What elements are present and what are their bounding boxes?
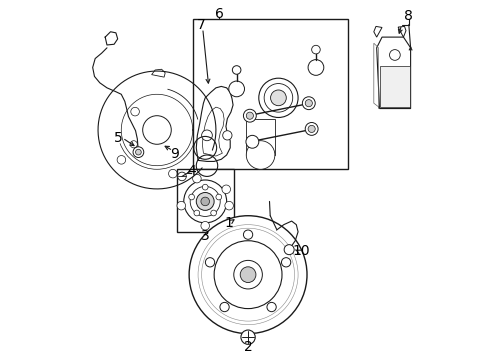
Circle shape [243, 109, 256, 122]
Circle shape [190, 186, 220, 216]
Text: 4: 4 [187, 164, 196, 178]
Circle shape [192, 174, 201, 183]
Circle shape [183, 180, 226, 223]
Circle shape [222, 185, 230, 194]
Circle shape [307, 60, 323, 75]
Circle shape [205, 258, 214, 267]
Circle shape [214, 241, 282, 309]
Circle shape [201, 197, 209, 206]
Text: 2: 2 [243, 340, 252, 354]
Circle shape [245, 135, 258, 148]
Circle shape [258, 78, 298, 117]
Text: 8: 8 [404, 9, 412, 23]
Circle shape [270, 90, 285, 106]
Text: 1: 1 [224, 216, 232, 230]
Circle shape [284, 245, 294, 255]
Polygon shape [376, 37, 410, 109]
Circle shape [305, 122, 317, 135]
Circle shape [240, 267, 255, 283]
Text: 3: 3 [201, 229, 209, 243]
Circle shape [302, 97, 315, 110]
Circle shape [201, 221, 209, 230]
Circle shape [189, 216, 306, 334]
Circle shape [232, 66, 241, 74]
Circle shape [188, 194, 194, 200]
Circle shape [228, 81, 244, 97]
Circle shape [210, 210, 216, 216]
Circle shape [311, 45, 320, 54]
Circle shape [177, 172, 186, 181]
Circle shape [264, 84, 292, 112]
Circle shape [194, 210, 199, 216]
Circle shape [201, 130, 212, 141]
Circle shape [135, 149, 141, 155]
Text: 6: 6 [215, 7, 224, 21]
Circle shape [222, 131, 231, 140]
Text: 7: 7 [197, 18, 205, 32]
Circle shape [202, 184, 207, 190]
Circle shape [241, 330, 255, 344]
Circle shape [224, 201, 233, 210]
Circle shape [246, 141, 274, 169]
Circle shape [266, 302, 276, 312]
Text: 5: 5 [114, 131, 123, 145]
Circle shape [246, 112, 253, 119]
Text: 9: 9 [170, 147, 179, 161]
Bar [192, 19, 347, 169]
Circle shape [305, 100, 312, 107]
Circle shape [133, 147, 143, 157]
Circle shape [233, 260, 262, 289]
Circle shape [220, 302, 229, 312]
Circle shape [281, 258, 290, 267]
Circle shape [216, 194, 221, 200]
Bar [176, 169, 233, 232]
Bar [246, 119, 274, 155]
Circle shape [307, 125, 315, 132]
Polygon shape [380, 66, 408, 107]
Circle shape [196, 193, 214, 210]
Text: 10: 10 [292, 244, 310, 258]
Circle shape [243, 230, 252, 239]
Circle shape [177, 201, 185, 210]
